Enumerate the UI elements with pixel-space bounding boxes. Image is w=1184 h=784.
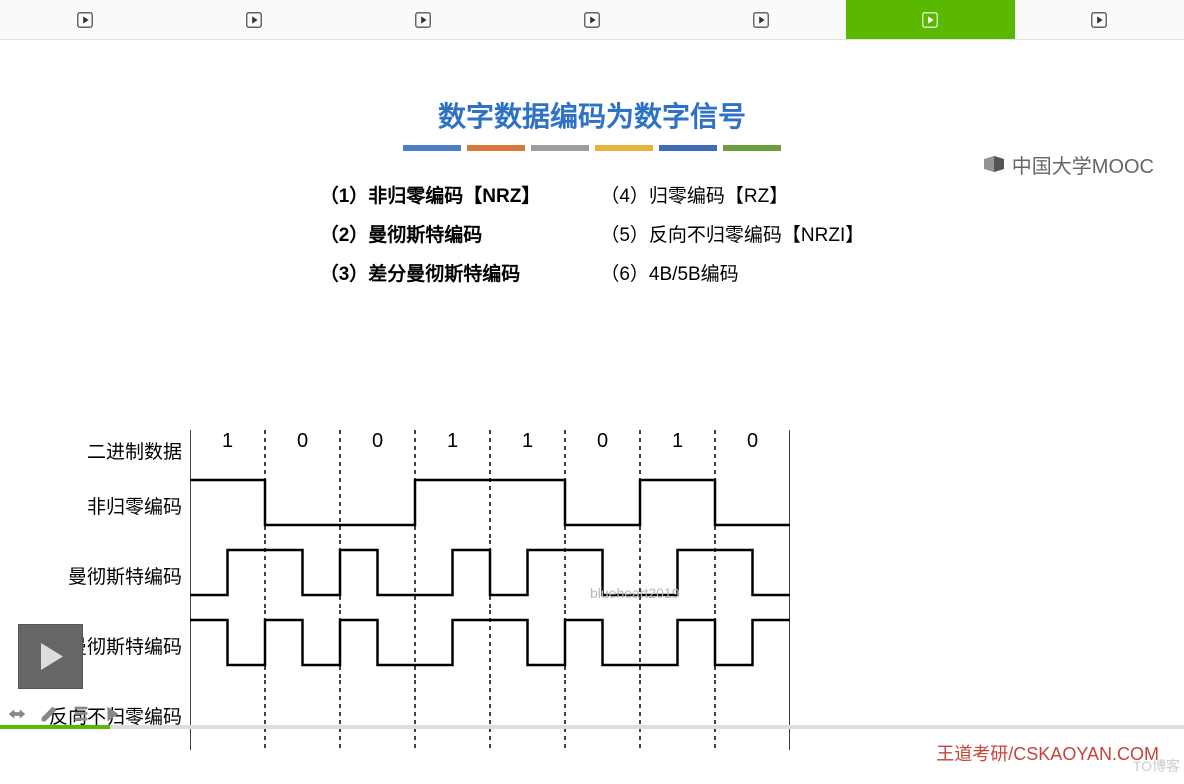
bit-value: 1 [640,430,715,453]
color-segment [403,145,461,151]
encoding-item: （3）差分曼彻斯特编码 [320,259,541,286]
mooc-logo: 中国大学MOOC [982,150,1154,179]
color-segment [723,145,781,151]
bit-value: 1 [490,430,565,453]
row-label-bits: 二进制数据 [10,437,190,464]
bit-value: 0 [565,430,640,453]
list-icon[interactable] [70,703,92,725]
progress-fill [0,725,110,729]
bit-value: 0 [715,430,790,453]
footer-text: 王道考研/CSKAOYAN.COM [936,740,1159,766]
slide-title: 数字数据编码为数字信号 [0,95,1184,135]
mooc-text: 中国大学MOOC [1012,150,1154,179]
row-label: 非归零编码 [10,492,190,519]
slide-content: 中国大学MOOC 数字数据编码为数字信号 （1）非归零编码【NRZ】 （2）曼彻斯… [0,95,1184,784]
encoding-item: （2）曼彻斯特编码 [320,220,541,247]
bit-value: 0 [340,430,415,453]
mooc-icon [982,155,1006,175]
color-segment [531,145,589,151]
color-segment [659,145,717,151]
play-button[interactable] [18,624,83,689]
arrow-right-icon[interactable] [102,703,124,725]
video-icon [414,11,432,29]
encoding-item: （4）归零编码【RZ】 [600,181,864,208]
tab-5[interactable] [846,0,1015,39]
tab-2[interactable] [338,0,507,39]
tab-4[interactable] [677,0,846,39]
video-icon [245,11,263,29]
video-icon [1090,11,1108,29]
bit-value: 0 [265,430,340,453]
video-icon [752,11,770,29]
watermark: blueheart2019 [590,585,680,601]
watermark-blog: TO博客 [1133,756,1180,776]
progress-bar[interactable] [0,725,1184,729]
encoding-list: （1）非归零编码【NRZ】 （2）曼彻斯特编码 （3）差分曼彻斯特编码 （4）归零编… [0,181,1184,286]
color-segment [595,145,653,151]
signal-row-diff_manchester: 差分曼彻斯特编码 [10,610,790,680]
tab-1[interactable] [169,0,338,39]
play-icon [33,639,68,674]
video-icon [921,11,939,29]
encoding-left-col: （1）非归零编码【NRZ】 （2）曼彻斯特编码 （3）差分曼彻斯特编码 [320,181,541,286]
row-label: 曼彻斯特编码 [10,562,190,589]
bit-value: 1 [415,430,490,453]
signal-row-nrz: 非归零编码 [10,470,790,540]
encoding-item: （5）反向不归零编码【NRZI】 [600,220,864,247]
color-segment [467,145,525,151]
encoding-item: （6）4B/5B编码 [600,259,864,286]
video-icon [76,11,94,29]
pencil-icon[interactable] [38,703,60,725]
encoding-item: （1）非归零编码【NRZ】 [320,181,541,208]
tab-0[interactable] [0,0,169,39]
bit-value: 1 [190,430,265,453]
video-icon [583,11,601,29]
arrow-left-right-icon[interactable] [6,703,28,725]
tab-6[interactable] [1015,0,1184,39]
tab-bar [0,0,1184,40]
tab-3[interactable] [507,0,676,39]
encoding-right-col: （4）归零编码【RZ】 （5）反向不归零编码【NRZI】 （6）4B/5B编码 [600,181,864,286]
